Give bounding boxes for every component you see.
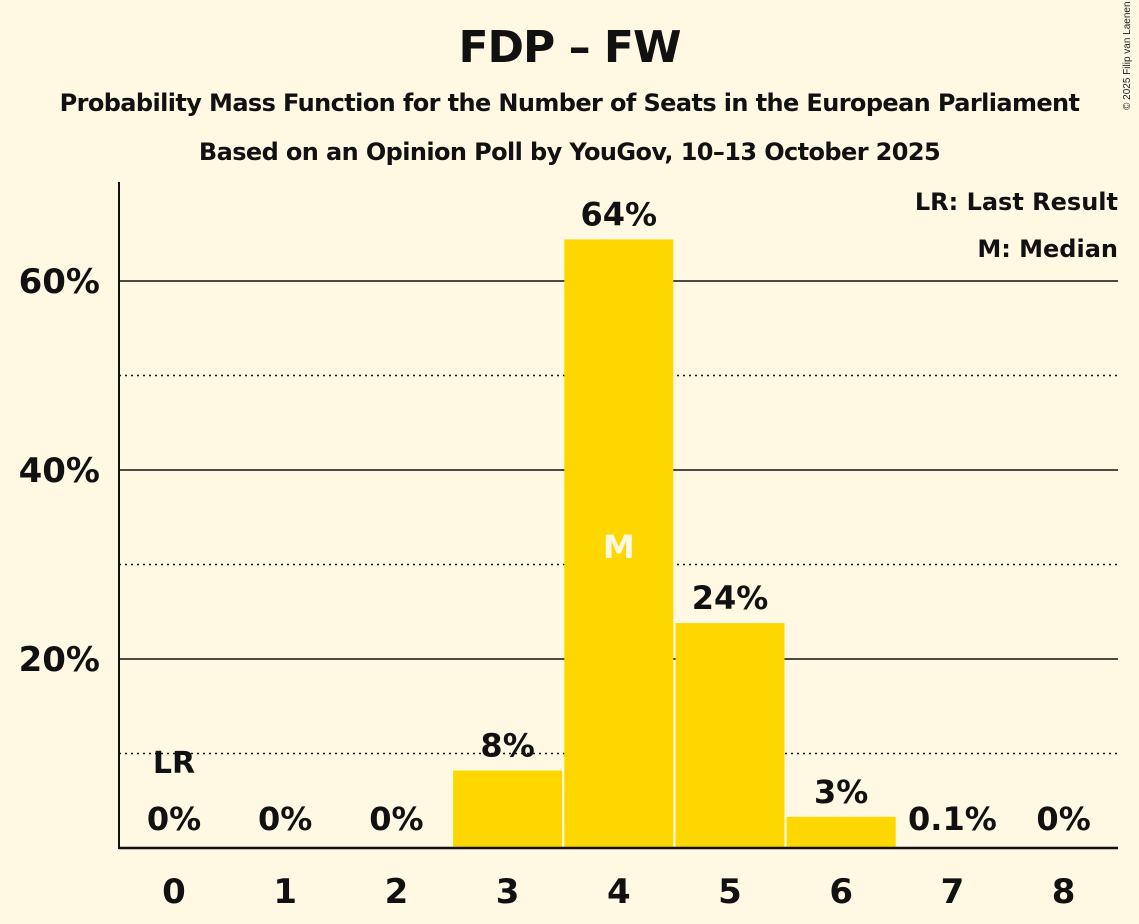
- legend-median: M: Median: [977, 235, 1118, 263]
- x-tick-label: 7: [941, 872, 965, 912]
- x-tick-label: 1: [273, 872, 297, 912]
- bar: [786, 816, 896, 848]
- legend: LR: Last Result M: Median: [915, 188, 1118, 263]
- value-labels: 0% LR 0% 0% 8% 64% M 24% 3% 0.1% 0%: [147, 195, 1091, 838]
- x-tick-label: 6: [829, 872, 853, 912]
- data-label: 0%: [369, 800, 423, 838]
- chart-subtitle-source: Based on an Opinion Poll by YouGov, 10–1…: [198, 138, 941, 166]
- data-label: 3%: [814, 773, 868, 811]
- data-label: 0%: [258, 800, 312, 838]
- bar: [453, 770, 563, 848]
- y-tick-label: 40%: [19, 451, 100, 491]
- data-label: 8%: [480, 727, 534, 765]
- axes: 20% 40% 60% 0 1 2 3 4 5 6 7 8: [19, 182, 1118, 912]
- bar: [564, 239, 674, 849]
- chart-title: FDP – FW: [458, 22, 681, 73]
- bar: [675, 623, 785, 848]
- data-label: 0%: [1036, 800, 1090, 838]
- data-label: 0.1%: [908, 800, 997, 838]
- x-tick-label: 2: [385, 872, 409, 912]
- data-label: 64%: [581, 195, 658, 233]
- bars: [453, 239, 896, 849]
- y-tick-label: 20%: [19, 640, 100, 680]
- last-result-marker: LR: [153, 746, 195, 781]
- chart-subtitle: Probability Mass Function for the Number…: [59, 89, 1080, 117]
- x-tick-label: 8: [1052, 872, 1076, 912]
- x-tick-label: 3: [496, 872, 520, 912]
- median-marker: M: [603, 528, 635, 566]
- legend-last-result: LR: Last Result: [915, 188, 1118, 216]
- x-tick-label: 5: [718, 872, 742, 912]
- x-tick-label: 4: [607, 872, 631, 912]
- data-label: 24%: [692, 579, 769, 617]
- data-label: 0%: [147, 800, 201, 838]
- y-tick-label: 60%: [19, 262, 100, 302]
- x-tick-label: 0: [162, 872, 186, 912]
